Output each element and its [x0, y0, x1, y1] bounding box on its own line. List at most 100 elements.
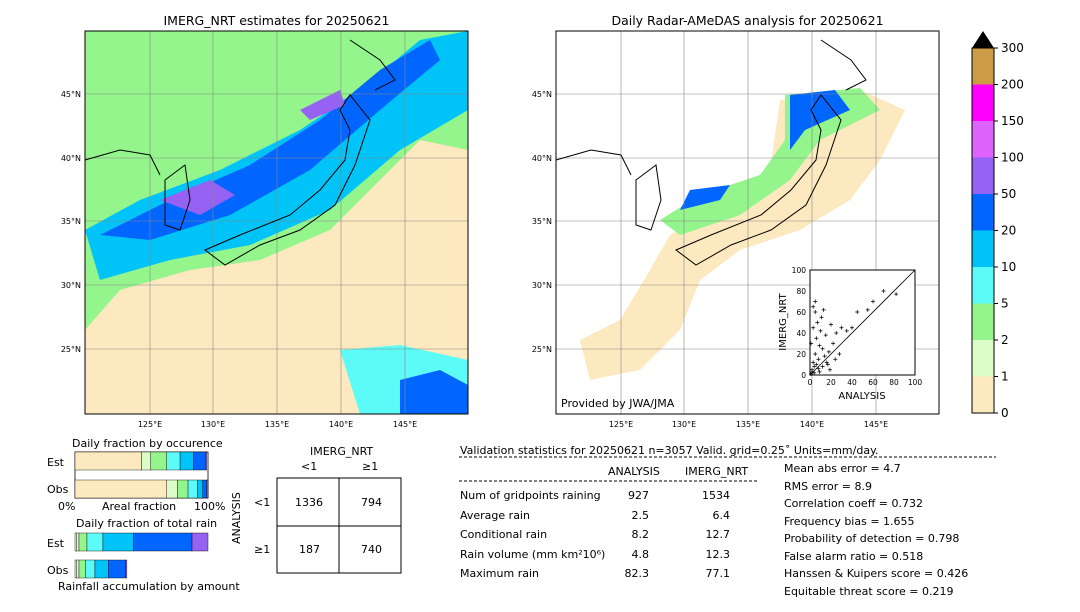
scatter-point	[809, 371, 814, 376]
rain-area	[680, 185, 730, 210]
scatter-point	[826, 349, 831, 354]
scatter-point	[813, 299, 818, 304]
colorbar-label: 200	[1001, 78, 1024, 92]
ct-cell: 1336	[295, 496, 323, 509]
rain-obs-segment	[108, 559, 126, 579]
lon-tick-label: 140°E	[329, 420, 353, 429]
colorbar-label: 150	[1001, 114, 1024, 128]
scatter-point	[820, 346, 825, 351]
scatter-point	[850, 325, 854, 330]
occ-est-segment	[179, 451, 194, 471]
occ-est-segment	[141, 451, 152, 471]
scatter-point	[822, 354, 827, 359]
scatter-point	[825, 362, 830, 367]
scatter-point	[871, 299, 875, 304]
scatter-point	[823, 333, 828, 338]
scatter-x-tick: 20	[826, 378, 836, 387]
rain-obs-segment	[125, 559, 128, 579]
rain-area	[400, 370, 468, 414]
lat-tick-label: 30°N	[532, 281, 552, 290]
stats-a: 8.2	[631, 528, 650, 541]
stats-a: 927	[628, 489, 649, 502]
scatter-y-tick: 60	[796, 308, 806, 317]
scatter-point	[819, 315, 824, 320]
occ-est-segment	[193, 451, 206, 471]
stats-b: 77.1	[705, 567, 731, 580]
colorbar-bin	[972, 340, 994, 377]
scatter-x-tick: 80	[889, 378, 899, 387]
stats-b: 6.4	[712, 508, 731, 522]
colorbar-label: 2	[1001, 333, 1009, 347]
colorbar-bin	[972, 121, 994, 158]
ct-row-0: <1	[254, 496, 271, 509]
stats-col-a: ANALYSIS	[608, 465, 660, 478]
colorbar-label: 1	[1001, 370, 1009, 384]
stats-header: Validation statistics for 20250621 n=305…	[460, 444, 879, 457]
lat-tick-label: 40°N	[61, 154, 81, 163]
lat-tick-label: 25°N	[532, 345, 552, 354]
lon-tick-label: 145°E	[864, 420, 888, 429]
occ-xlabel: Areal fraction	[102, 500, 177, 513]
rain-area	[580, 90, 905, 380]
occ-est-segment	[150, 451, 167, 471]
scatter-y-tick: 40	[796, 329, 806, 338]
rain-est-segment	[86, 532, 104, 552]
stats-label: Maximum rain	[460, 567, 539, 580]
ct-row-1: ≥1	[254, 543, 271, 556]
stats-label: Num of gridpoints raining	[460, 489, 601, 502]
scatter-point	[844, 328, 849, 333]
lat-tick-label: 35°N	[61, 217, 81, 226]
colorbar-label: 5	[1001, 297, 1009, 311]
scatter-point	[820, 364, 825, 369]
scatter-point	[811, 304, 816, 309]
scatter-y-tick: 80	[796, 287, 806, 296]
scatter-xlabel: ANALYSIS	[838, 391, 885, 402]
score-line: Frequency bias = 1.655	[784, 514, 915, 528]
coastline	[84, 39, 396, 266]
lon-tick-label: 135°E	[265, 420, 289, 429]
lat-tick-label: 45°N	[61, 90, 81, 99]
occ-obs-segment	[202, 479, 207, 499]
colorbar-label: 300	[1001, 41, 1024, 55]
scatter-point	[809, 341, 814, 346]
scatter-point	[811, 360, 816, 365]
scatter-y-tick: 20	[796, 350, 806, 359]
ct-row-title: ANALYSIS	[230, 492, 243, 544]
scatter-point	[813, 310, 818, 314]
scatter-point	[833, 357, 838, 362]
score-line: RMS error = 8.9	[784, 479, 872, 493]
map-frame	[84, 30, 469, 415]
right-map-title: Daily Radar-AMeDAS analysis for 20250621	[611, 13, 884, 28]
left-map-title: IMERG_NRT estimates for 20250621	[163, 13, 390, 28]
scatter-point	[814, 336, 819, 341]
scatter-point	[814, 362, 819, 367]
rain-area	[300, 90, 345, 120]
stats-col-b: IMERG_NRT	[685, 465, 749, 478]
ct-col-title: IMERG_NRT	[310, 445, 374, 458]
rain-est-segment	[76, 532, 80, 552]
stats-label: Conditional rain	[460, 528, 548, 541]
ct-cell: 794	[361, 496, 382, 509]
score-line: Hanssen & Kuipers score = 0.426	[784, 567, 969, 580]
stats-label: Rain volume (mm km²10⁶)	[460, 547, 606, 561]
score-line: Equitable threat score = 0.219	[784, 584, 954, 598]
rain-obs-segment	[85, 559, 96, 579]
scatter-point	[810, 369, 815, 374]
scatter-y-tick: 100	[792, 266, 807, 275]
scatter-ylabel: IMERG_NRT	[778, 292, 789, 350]
map-frame	[555, 30, 940, 415]
stats-b: 1534	[702, 489, 730, 502]
colorbar-label: 100	[1001, 151, 1024, 165]
occ-est-segment	[74, 451, 142, 471]
occ-est-segment	[166, 451, 181, 471]
scatter-point	[834, 331, 839, 335]
rain-area	[160, 180, 235, 215]
occ-est-segment	[205, 451, 207, 471]
scatter-point	[839, 325, 844, 330]
rain-xlabel: Rainfall accumulation by amount	[58, 580, 240, 593]
stats-b: 12.7	[705, 528, 731, 541]
stats-a: 82.3	[624, 567, 650, 580]
scatter-x-tick: 0	[808, 378, 813, 387]
colorbar-bin	[972, 376, 994, 413]
